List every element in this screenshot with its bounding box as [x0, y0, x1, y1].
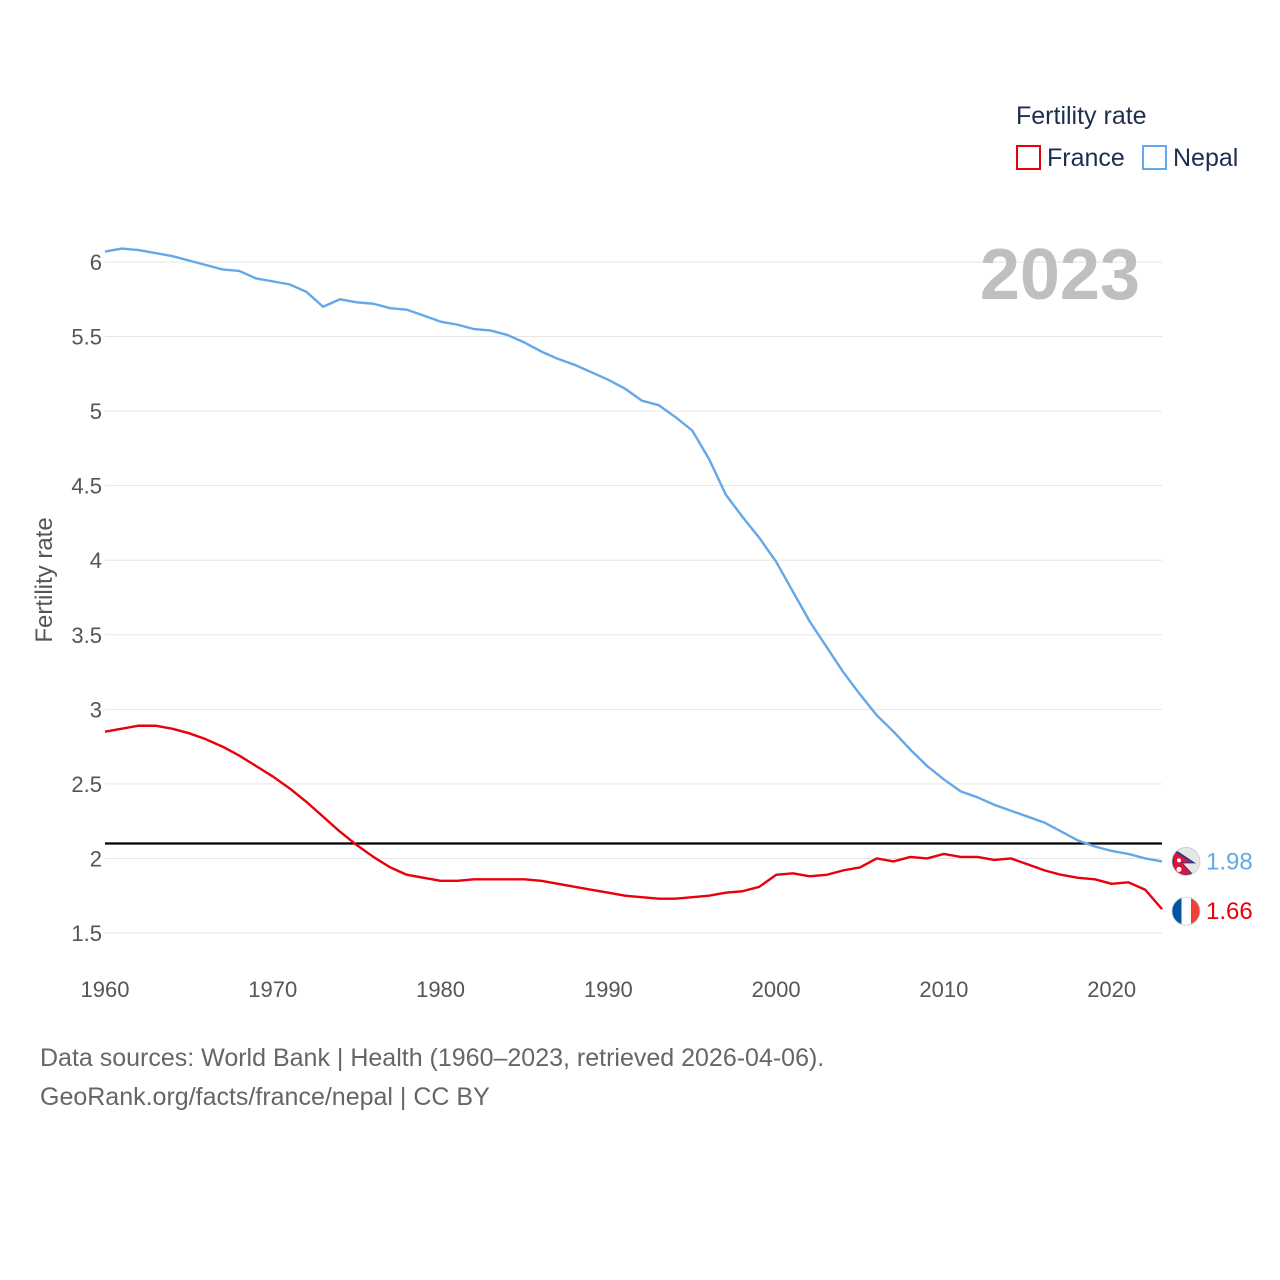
nepal-end-value: 1.98 [1206, 848, 1253, 875]
legend: Fertility rate France Nepal [1016, 102, 1238, 172]
france-end-value: 1.66 [1206, 898, 1253, 925]
year-label: 2023 [980, 235, 1140, 315]
x-tick-label: 1990 [584, 977, 633, 1002]
y-axis-ticks: 1.5 2 2.5 3 3.5 4 4.5 5 5.5 6 [71, 250, 102, 946]
x-tick-label: 2010 [919, 977, 968, 1002]
y-tick-label: 5 [90, 399, 102, 424]
y-tick-label: 2.5 [71, 772, 102, 797]
y-tick-label: 5.5 [71, 325, 102, 350]
nepal-flag-icon [1171, 847, 1201, 876]
footer-attribution: GeoRank.org/facts/france/nepal | CC BY [40, 1083, 490, 1111]
legend-swatch-nepal [1142, 145, 1167, 170]
y-tick-label: 6 [90, 250, 102, 275]
y-tick-label: 2 [90, 846, 102, 871]
legend-label-nepal: Nepal [1173, 144, 1238, 172]
france-flag-icon [1171, 896, 1201, 926]
gridlines [105, 261, 1162, 934]
y-tick-label: 3.5 [71, 623, 102, 648]
legend-item-france[interactable]: France [1016, 144, 1125, 172]
x-tick-label: 1970 [248, 977, 297, 1002]
x-tick-label: 2000 [752, 977, 801, 1002]
y-tick-label: 4.5 [71, 474, 102, 499]
x-tick-label: 1960 [81, 977, 130, 1002]
legend-item-nepal[interactable]: Nepal [1142, 144, 1238, 172]
legend-title: Fertility rate [1016, 102, 1147, 130]
series-lines [104, 247, 1163, 910]
y-tick-label: 4 [90, 548, 102, 573]
y-tick-label: 1.5 [71, 921, 102, 946]
legend-swatch-france [1016, 145, 1041, 170]
x-tick-label: 1980 [416, 977, 465, 1002]
y-axis-label: Fertility rate [31, 517, 58, 642]
legend-label-france: France [1047, 144, 1125, 172]
footer-source: Data sources: World Bank | Health (1960–… [40, 1044, 825, 1072]
x-tick-label: 2020 [1087, 977, 1136, 1002]
series-line-nepal [104, 247, 1163, 863]
series-line-france [104, 724, 1163, 910]
x-axis-ticks: 1960 1970 1980 1990 2000 2010 2020 [81, 977, 1137, 1002]
y-tick-label: 3 [90, 697, 102, 722]
